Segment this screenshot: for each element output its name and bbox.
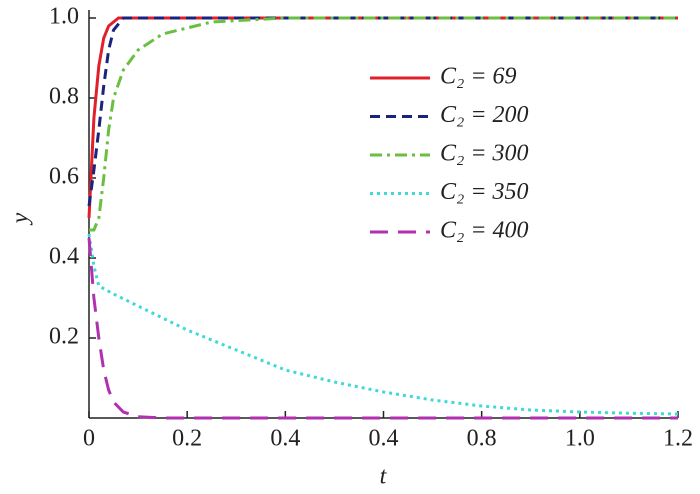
- y-tick-label: 0.8: [49, 84, 79, 110]
- y-tick-label: 0.2: [49, 324, 79, 350]
- x-tick-label: 0: [83, 426, 95, 452]
- x-tick-label: 0.8: [467, 426, 497, 452]
- y-tick-label: 1.0: [49, 4, 79, 30]
- data-line: [87, 16, 678, 207]
- x-tick-label: 0.4: [270, 426, 300, 452]
- data-line: [87, 233, 679, 416]
- legend-label: C₂ = 200: [440, 102, 529, 128]
- data-line: [89, 16, 678, 232]
- x-tick-label: 1.0: [565, 426, 595, 452]
- legend-label: C₂ = 350: [440, 179, 529, 205]
- data-line: [87, 16, 678, 219]
- x-tick-label: 0.2: [172, 426, 202, 452]
- x-axis-label: t: [380, 464, 388, 490]
- legend-label: C₂ = 69: [440, 64, 517, 90]
- data-line: [87, 237, 678, 420]
- y-tick-label: 0.4: [49, 244, 79, 270]
- x-tick-label: 0.4: [369, 426, 399, 452]
- y-axis-label: y: [8, 212, 34, 225]
- legend-label: C₂ = 400: [440, 218, 529, 244]
- y-tick-label: 0.6: [49, 164, 79, 190]
- legend-label: C₂ = 300: [440, 141, 529, 167]
- x-tick-label: 1.2: [663, 426, 693, 452]
